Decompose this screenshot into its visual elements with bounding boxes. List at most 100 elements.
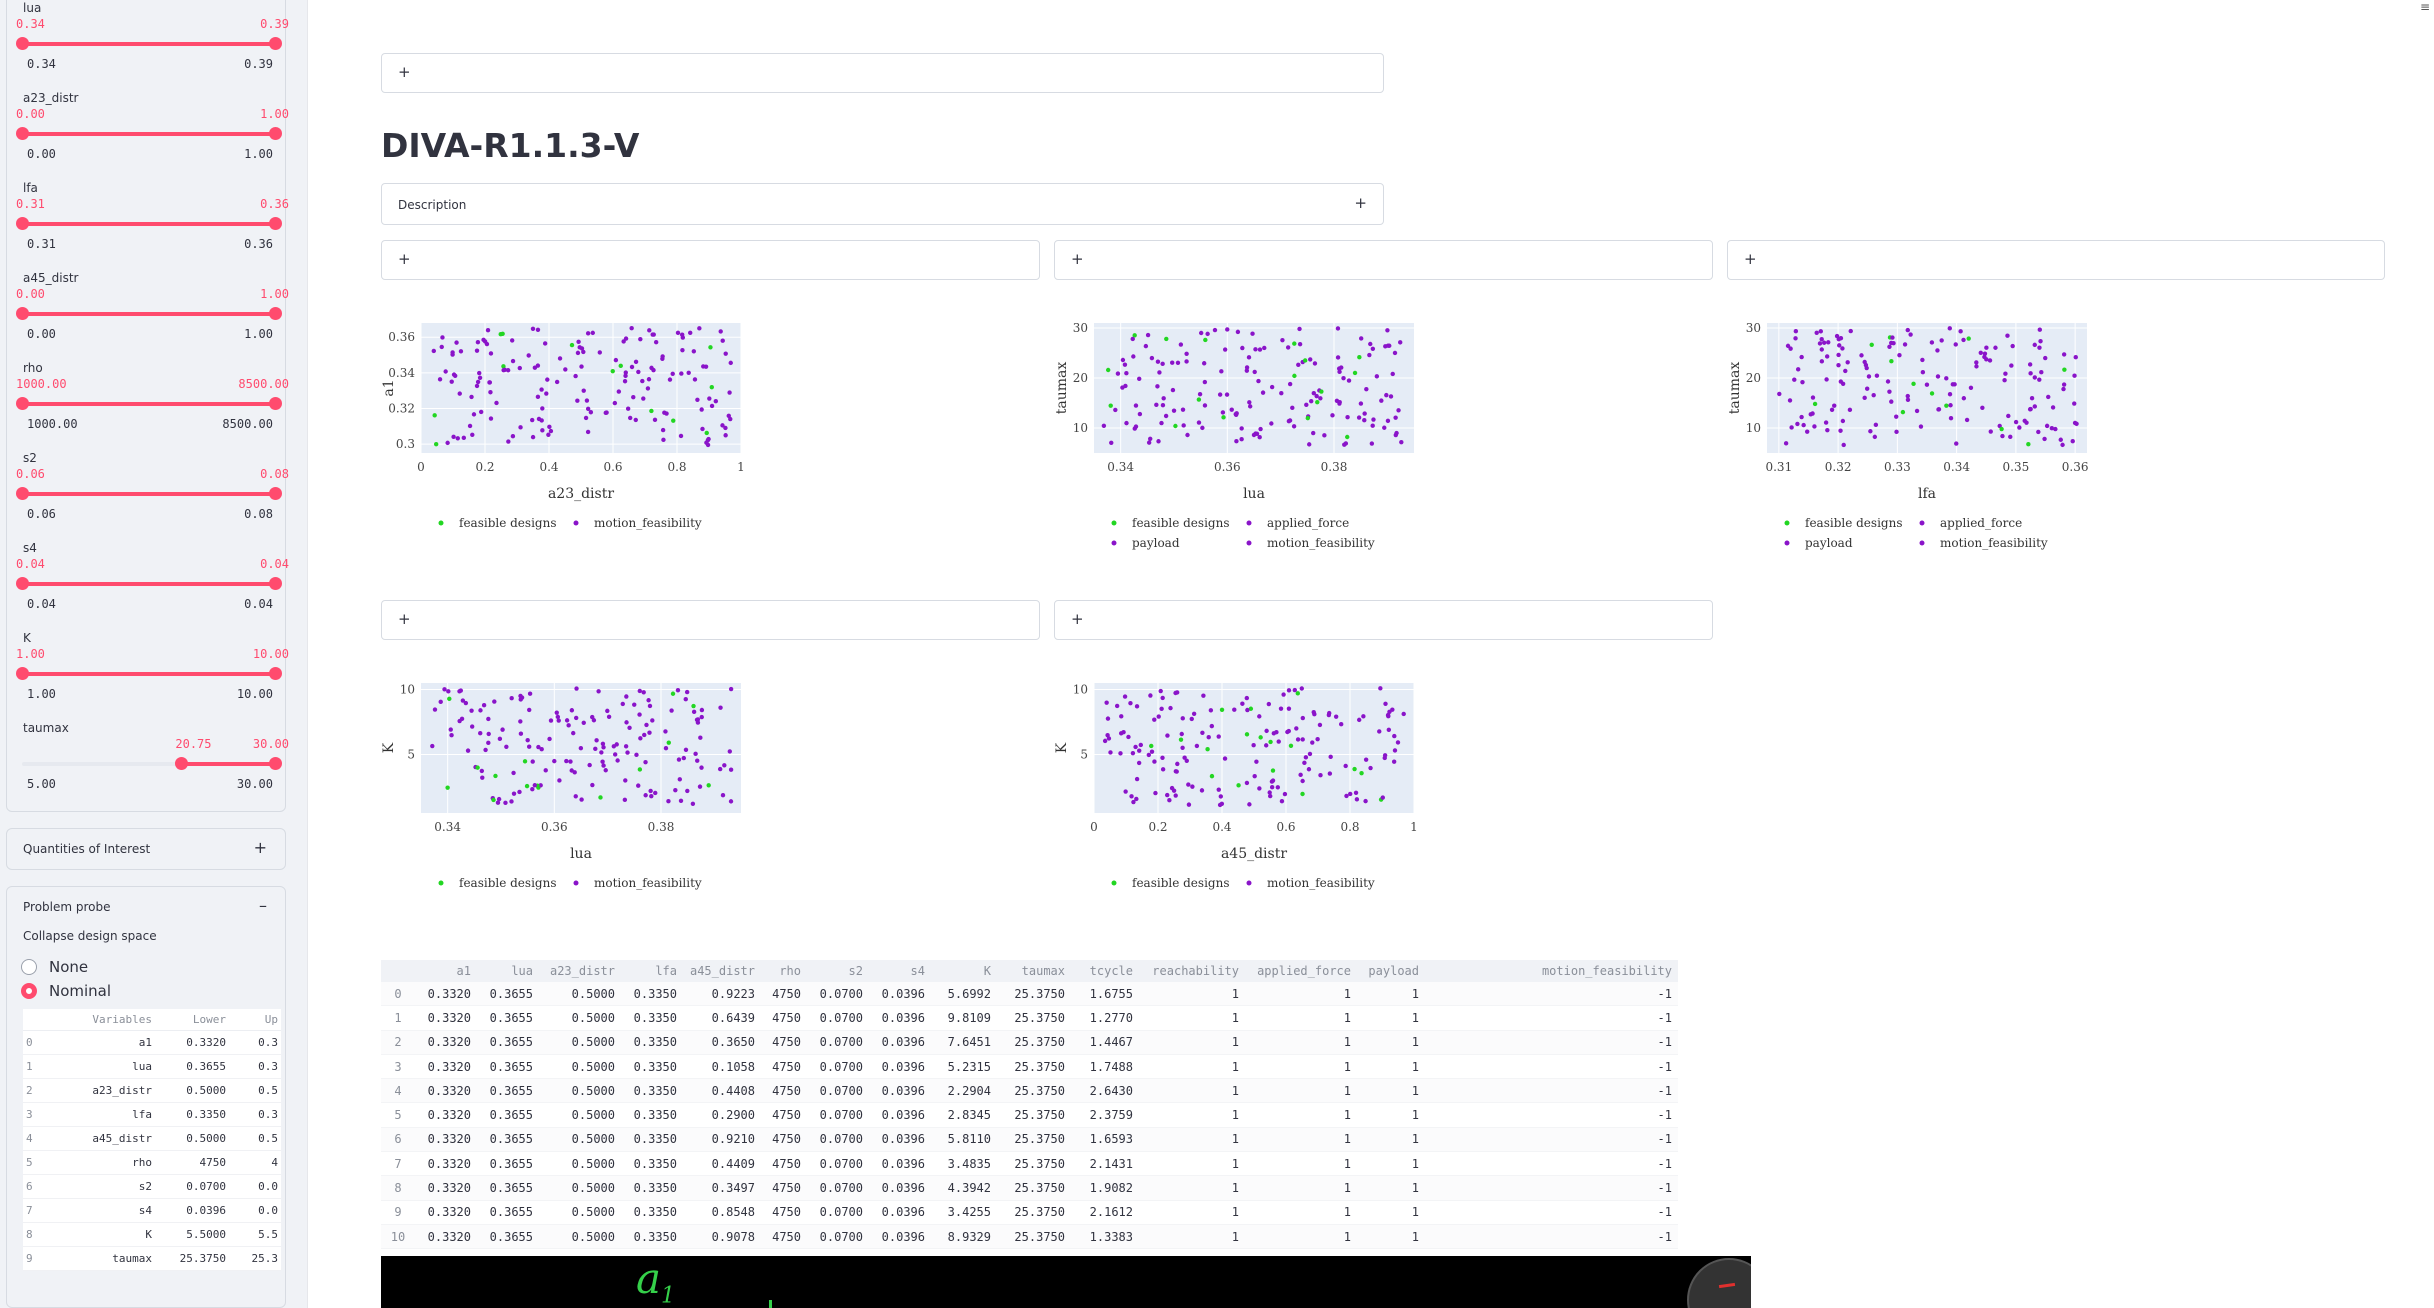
results-table-header[interactable]: motion_feasibility (1425, 960, 1678, 982)
expand-icon[interactable]: + (253, 838, 267, 857)
slider-k[interactable]: K 1.00 10.00 1.00 10.00 (7, 631, 289, 721)
slider-low-thumb[interactable] (16, 487, 29, 500)
chart-expander-4[interactable]: + (381, 600, 1040, 640)
slider-rho[interactable]: rho 1000.00 8500.00 1000.00 8500.00 (7, 361, 289, 451)
scatter-taumax-vs-lfa[interactable]: 0.31 0.32 0.33 0.34 0.35 0.36 10 20 30 lfa taumax f… (1727, 315, 2147, 575)
slider-low-thumb[interactable] (16, 667, 29, 680)
slider-track[interactable] (22, 757, 282, 770)
slider-track[interactable] (16, 487, 282, 500)
slider-high-thumb[interactable] (269, 667, 282, 680)
description-expander[interactable]: Description + (381, 183, 1384, 225)
results-table-header[interactable]: lfa (621, 960, 683, 982)
results-table-header[interactable]: lua (477, 960, 539, 982)
slider-high-thumb[interactable] (269, 37, 282, 50)
slider-track[interactable] (16, 397, 282, 410)
slider-s4[interactable]: s4 0.04 0.04 0.04 0.04 (7, 541, 289, 631)
slider-high-thumb[interactable] (269, 757, 282, 770)
problem-probe-expander[interactable]: Problem probe – Collapse design space No… (6, 886, 286, 1308)
scatter-svg[interactable]: 0 0.2 0.4 0.6 0.8 1 0.3 0.32 0.34 0.36 a23_distr a1… (381, 315, 801, 575)
chart-expander-2[interactable]: + (1054, 240, 1713, 280)
results-table-header[interactable]: applied_force (1245, 960, 1357, 982)
chart-expander-5[interactable]: + (1054, 600, 1713, 640)
results-table-header[interactable]: taumax (997, 960, 1071, 982)
slider-track[interactable] (16, 307, 282, 320)
infeasible-point (1964, 417, 1970, 423)
results-table-cell: 2 (381, 1030, 415, 1055)
radio-nominal-circle[interactable] (21, 983, 37, 999)
scatter-taumax-vs-lua[interactable]: 0.34 0.36 0.38 10 20 30 lua taumax feasible desi… (1054, 315, 1474, 575)
infeasible-point (1149, 355, 1155, 361)
results-table-header[interactable]: payload (1357, 960, 1425, 982)
var-table-header[interactable]: Up (229, 1009, 281, 1031)
results-table-header[interactable]: a45_distr (683, 960, 761, 982)
slider-a45-distr[interactable]: a45_distr 0.00 1.00 0.00 1.00 (7, 271, 289, 361)
expand-icon[interactable]: + (1071, 250, 1084, 268)
quantities-of-interest-expander[interactable]: Quantities of Interest + (6, 828, 286, 870)
slider-high-thumb[interactable] (269, 217, 282, 230)
var-table-header[interactable]: Lower (155, 1009, 229, 1031)
animation-panel[interactable]: a1 (381, 1256, 1751, 1308)
scatter-a1-vs-a23-distr[interactable]: 0 0.2 0.4 0.6 0.8 1 0.3 0.32 0.34 0.36 a23_distr a1… (381, 315, 801, 575)
slider-high-thumb[interactable] (269, 397, 282, 410)
results-table-header[interactable]: tcycle (1071, 960, 1139, 982)
slider-a23-distr[interactable]: a23_distr 0.00 1.00 0.00 1.00 (7, 91, 289, 181)
results-table-header[interactable]: K (931, 960, 997, 982)
slider-min-label: 1.00 (27, 687, 56, 701)
infeasible-point (1392, 733, 1397, 739)
slider-lua[interactable]: lua 0.34 0.39 0.34 0.39 (7, 1, 289, 91)
scatter-svg[interactable]: 0.31 0.32 0.33 0.34 0.35 0.36 10 20 30 lfa taumax f… (1727, 315, 2147, 575)
slider-track[interactable] (16, 577, 282, 590)
radio-none-circle[interactable] (21, 959, 37, 975)
results-table-cell: -1 (1425, 1030, 1678, 1055)
var-table-header[interactable]: Variables (49, 1009, 155, 1031)
infeasible-point (488, 351, 494, 356)
slider-low-thumb[interactable] (16, 397, 29, 410)
expand-icon[interactable]: + (1071, 610, 1084, 628)
slider-high-thumb[interactable] (269, 307, 282, 320)
chart-expander-1[interactable]: + (381, 240, 1040, 280)
expand-icon[interactable]: + (398, 250, 411, 268)
slider-high-thumb[interactable] (269, 127, 282, 140)
results-table-header[interactable]: a1 (415, 960, 477, 982)
slider-low-thumb[interactable] (16, 127, 29, 140)
slider-high-thumb[interactable] (269, 487, 282, 500)
expand-icon[interactable]: + (398, 63, 411, 81)
infeasible-point (1278, 706, 1284, 711)
scatter-svg[interactable]: 0.34 0.36 0.38 10 20 30 lua taumax feasible desi… (1054, 315, 1474, 575)
slider-high-thumb[interactable] (269, 577, 282, 590)
slider-taumax[interactable]: taumax 20.75 30.00 5.00 30.00 (7, 721, 289, 811)
slider-track[interactable] (16, 667, 282, 680)
menu-icon[interactable]: ≡ (2419, 0, 2430, 14)
results-table-header[interactable] (381, 960, 415, 982)
infeasible-point (1392, 350, 1398, 356)
results-table-header[interactable]: a23_distr (539, 960, 621, 982)
slider-track[interactable] (16, 37, 282, 50)
slider-low-thumb[interactable] (16, 577, 29, 590)
var-table-header[interactable] (23, 1009, 49, 1031)
slider-track[interactable] (16, 127, 282, 140)
slider-lfa[interactable]: lfa 0.31 0.36 0.31 0.36 (7, 181, 289, 271)
results-table-header[interactable]: s4 (869, 960, 931, 982)
slider-low-thumb[interactable] (16, 37, 29, 50)
expand-icon[interactable]: + (1744, 250, 1757, 268)
slider-low-thumb[interactable] (175, 757, 189, 770)
chart-expander-3[interactable]: + (1727, 240, 2385, 280)
top-expander[interactable]: + (381, 53, 1384, 93)
results-table-header[interactable]: rho (761, 960, 807, 982)
slider-s2[interactable]: s2 0.06 0.08 0.06 0.08 (7, 451, 289, 541)
results-table-header[interactable]: s2 (807, 960, 869, 982)
x-tick-label: 0.33 (1884, 460, 1911, 474)
expand-icon[interactable]: + (1354, 194, 1367, 212)
results-table-header[interactable]: reachability (1139, 960, 1245, 982)
slider-low-thumb[interactable] (16, 217, 29, 230)
expand-icon[interactable]: + (398, 610, 411, 628)
collapse-icon[interactable]: – (259, 896, 267, 915)
slider-low-thumb[interactable] (16, 307, 29, 320)
infeasible-point (697, 326, 702, 331)
slider-track[interactable] (16, 217, 282, 230)
